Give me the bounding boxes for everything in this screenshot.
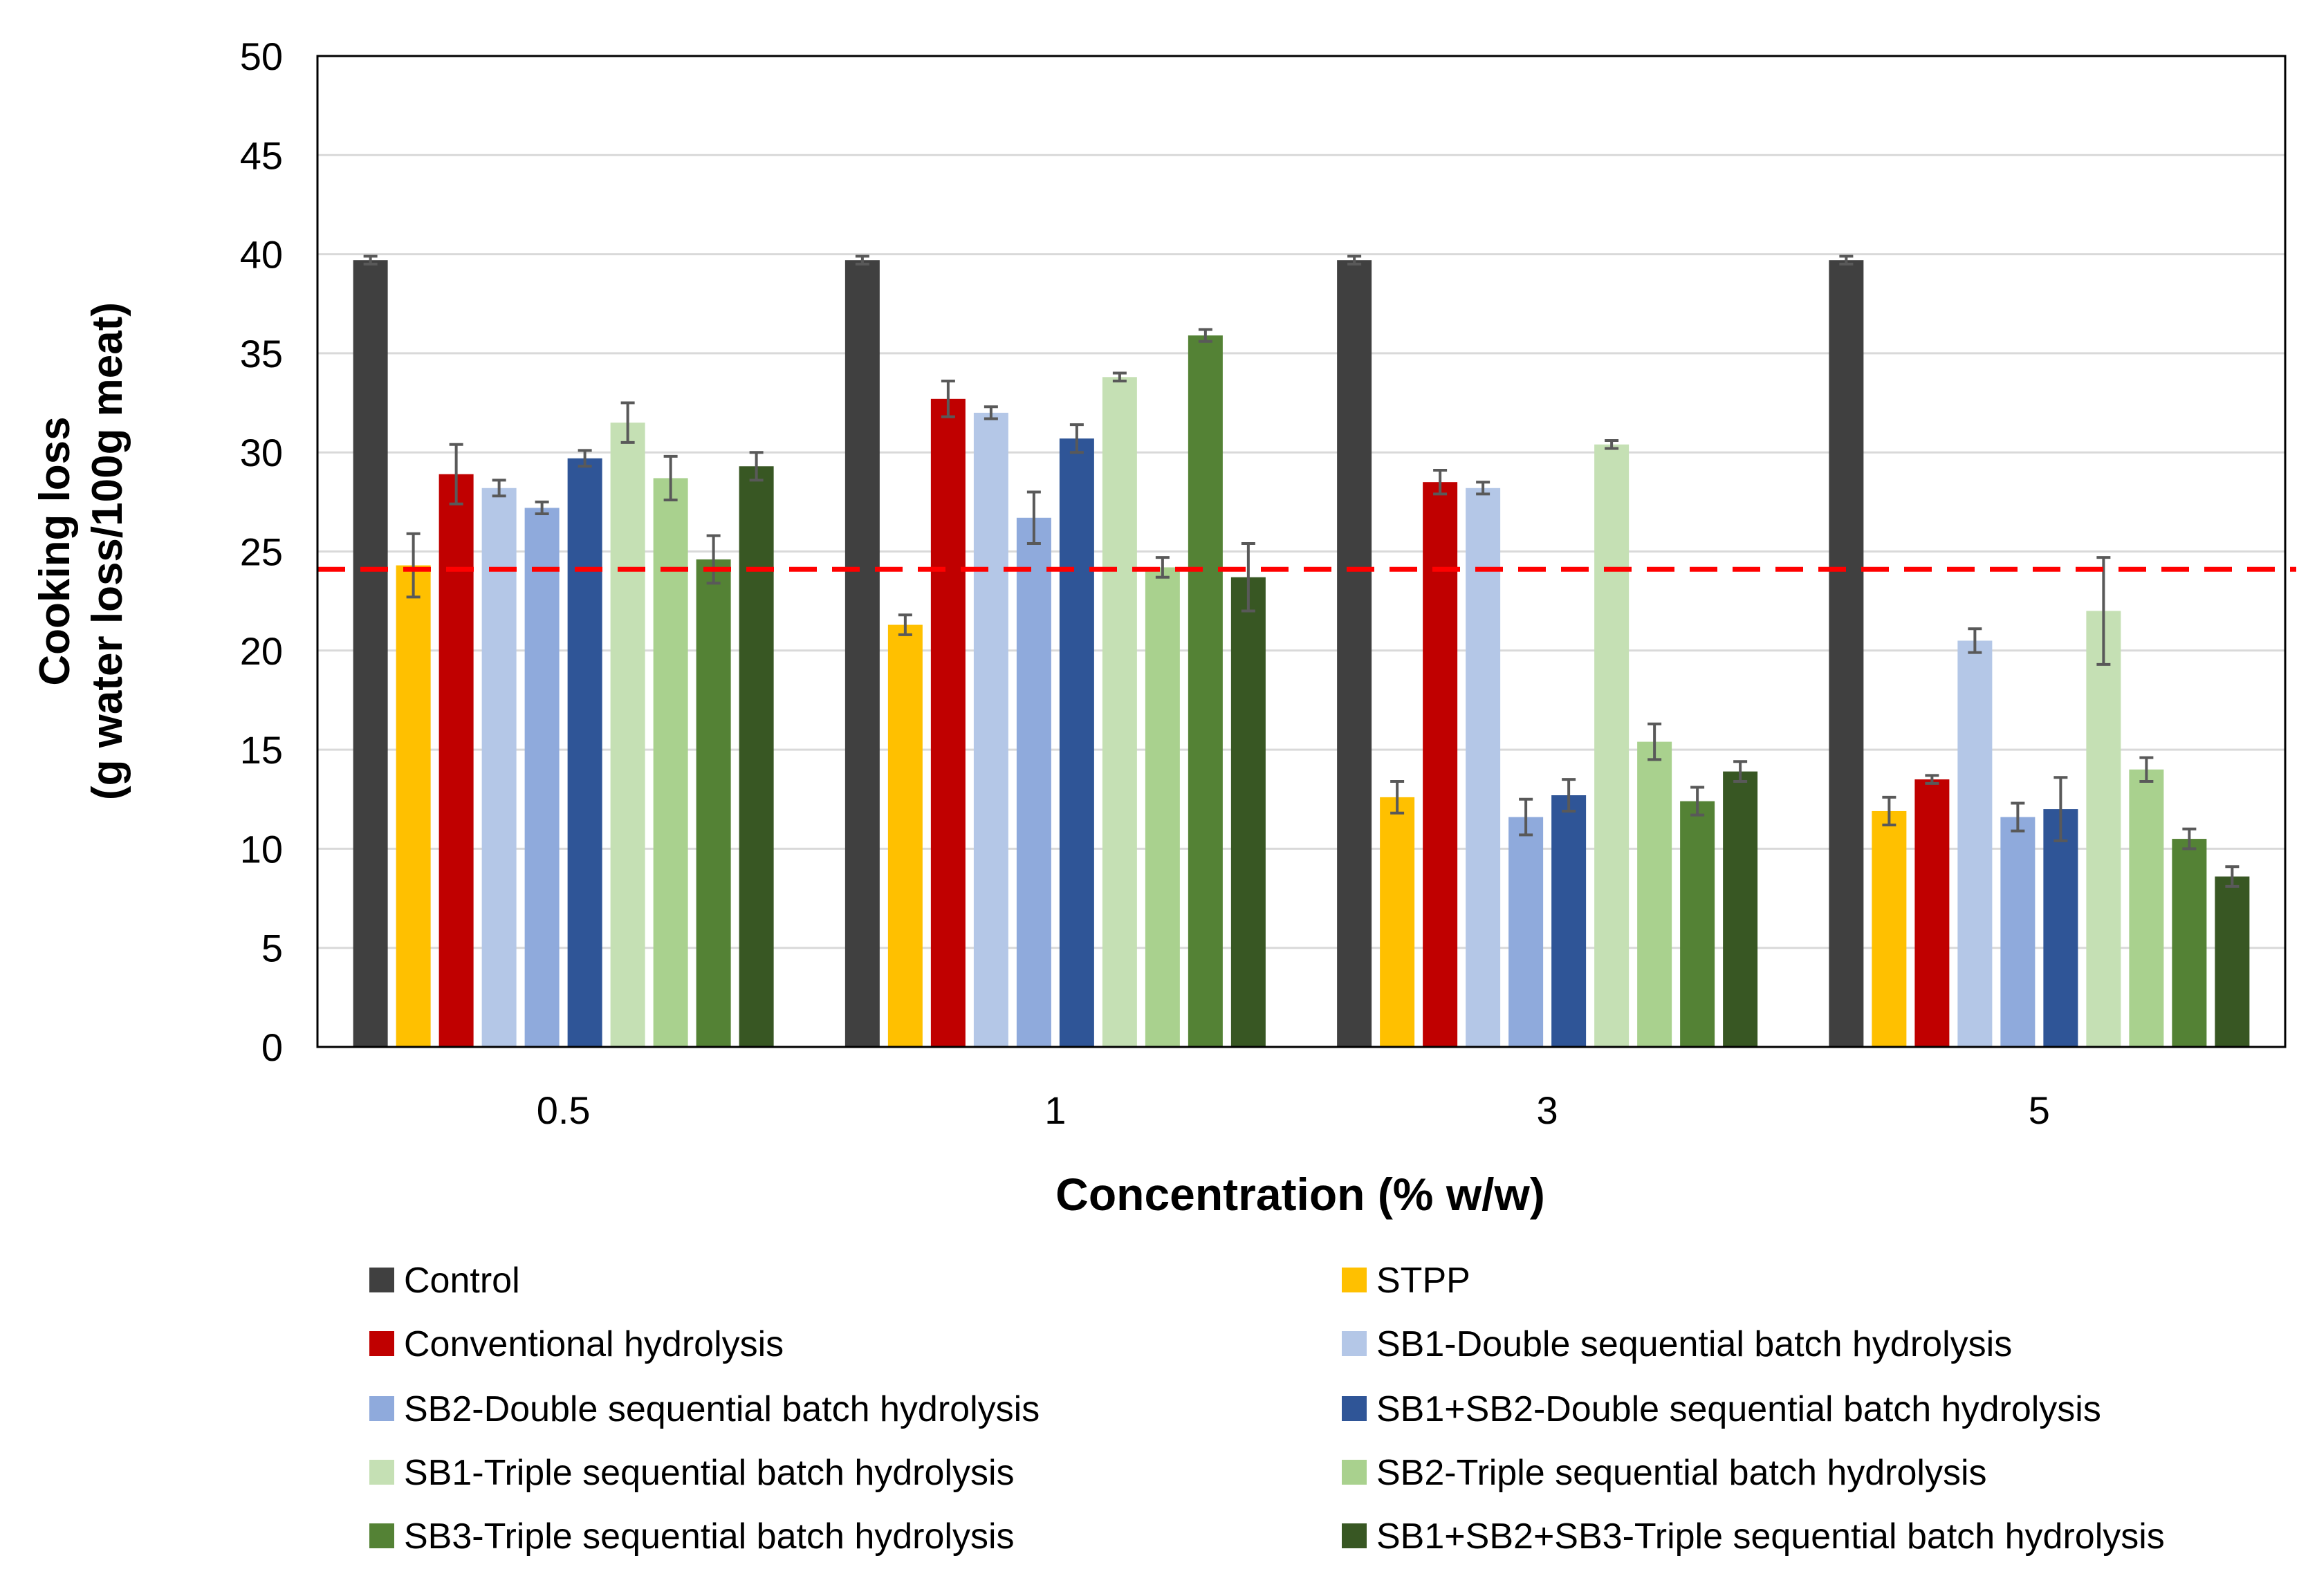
legend-label: SB1-Triple sequential batch hydrolysis	[404, 1453, 1015, 1493]
bar-stpp-1	[887, 624, 923, 1047]
legend-label: SB1+SB2-Double sequential batch hydrolys…	[1376, 1389, 2101, 1429]
legend-label: SB3-Triple sequential batch hydrolysis	[404, 1516, 1015, 1557]
legend-label: SB2-Triple sequential batch hydrolysis	[1376, 1453, 1987, 1493]
bar-stpp-5	[1872, 810, 1907, 1047]
x-tick-label: 3	[1537, 1088, 1558, 1132]
bar-sb1-double-sequential-batch-hydrolysis-0.5	[481, 488, 517, 1047]
legend-label: STPP	[1376, 1261, 1470, 1301]
bar-sb3-triple-sequential-batch-hydrolysis-1	[1188, 335, 1223, 1048]
y-tick-label: 5	[261, 927, 283, 970]
legend-label: SB2-Double sequential batch hydrolysis	[404, 1389, 1040, 1429]
bar-sb2-double-sequential-batch-hydrolysis-3	[1508, 817, 1544, 1047]
bar-sb1-double-sequential-batch-hydrolysis-5	[1957, 640, 1993, 1047]
x-tick-label: 1	[1044, 1088, 1066, 1132]
legend-label: SB1+SB2+SB3-Triple sequential batch hydr…	[1376, 1516, 2165, 1557]
bar-sb2-double-sequential-batch-hydrolysis-0.5	[524, 508, 560, 1047]
bar-sb1-sb2-sb3-triple-sequential-batch-hydrolysis-3	[1723, 771, 1758, 1047]
y-tick-label: 40	[240, 233, 283, 277]
legend-swatch	[1342, 1268, 1367, 1292]
legend-item: SB1+SB2+SB3-Triple sequential batch hydr…	[1342, 1516, 2165, 1557]
bar-control-0.5	[353, 260, 388, 1047]
bar-sb1-sb2-double-sequential-batch-hydrolysis-0.5	[567, 458, 602, 1047]
legend-item: SB2-Triple sequential batch hydrolysis	[1342, 1453, 1987, 1493]
legend-swatch	[369, 1268, 394, 1292]
axes	[316, 55, 2287, 1048]
bar-sb1-triple-sequential-batch-hydrolysis-5	[2086, 611, 2121, 1047]
bar-sb2-triple-sequential-batch-hydrolysis-0.5	[653, 478, 688, 1047]
legend-label: SB1-Double sequential batch hydrolysis	[1376, 1324, 2012, 1364]
legend-swatch	[369, 1331, 394, 1356]
legend-swatch	[369, 1460, 394, 1485]
x-tick-label: 0.5	[537, 1088, 591, 1132]
legend-item: SB3-Triple sequential batch hydrolysis	[369, 1516, 1015, 1557]
legend: Control STPP Conventional hydrolysis SB1-Do…	[369, 1261, 2165, 1557]
bar-sb1-triple-sequential-batch-hydrolysis-0.5	[610, 423, 645, 1047]
legend-item: Control	[369, 1261, 520, 1301]
y-tick-label: 0	[261, 1026, 283, 1069]
bar-sb1-triple-sequential-batch-hydrolysis-3	[1594, 444, 1630, 1047]
bar-conventional-hydrolysis-1	[930, 398, 966, 1047]
bar-conventional-hydrolysis-0.5	[439, 474, 474, 1047]
bar-sb2-triple-sequential-batch-hydrolysis-1	[1145, 567, 1180, 1047]
legend-swatch	[1342, 1396, 1367, 1421]
x-tick-label: 5	[2029, 1088, 2050, 1132]
legend-swatch	[369, 1396, 394, 1421]
bar-control-1	[844, 260, 880, 1047]
bar-sb1-sb2-sb3-triple-sequential-batch-hydrolysis-5	[2215, 876, 2250, 1047]
legend-swatch	[1342, 1460, 1367, 1485]
legend-item: SB2-Double sequential batch hydrolysis	[369, 1389, 1040, 1429]
bar-sb1-triple-sequential-batch-hydrolysis-1	[1102, 377, 1137, 1047]
bar-sb1-sb2-double-sequential-batch-hydrolysis-1	[1059, 438, 1094, 1047]
bar-sb2-double-sequential-batch-hydrolysis-1	[1016, 517, 1051, 1047]
y-tick-label: 25	[240, 530, 283, 574]
x-tick-labels: 0.5 1 3 5	[537, 1088, 2050, 1132]
bar-sb1-sb2-double-sequential-batch-hydrolysis-5	[2043, 809, 2078, 1047]
bar-sb1-double-sequential-batch-hydrolysis-1	[973, 412, 1008, 1047]
legend-item: SB1-Triple sequential batch hydrolysis	[369, 1453, 1015, 1493]
legend-item: Conventional hydrolysis	[369, 1324, 784, 1364]
bar-sb2-triple-sequential-batch-hydrolysis-5	[2129, 769, 2164, 1047]
y-axis-title-line2: (g water loss/100g meat)	[84, 302, 131, 800]
bar-control-5	[1829, 260, 1864, 1047]
bar-sb1-sb2-sb3-triple-sequential-batch-hydrolysis-1	[1230, 577, 1266, 1047]
y-tick-label: 20	[240, 629, 283, 673]
legend-swatch	[1342, 1523, 1367, 1548]
legend-label: Control	[404, 1261, 520, 1301]
y-axis-title-line1: Cooking loss	[31, 416, 79, 685]
y-tick-label: 30	[240, 431, 283, 474]
y-tick-label: 15	[240, 728, 283, 772]
legend-swatch	[1342, 1331, 1367, 1356]
y-tick-labels: 0 5 10 15 20 25 30 35 40 45 50	[240, 35, 283, 1069]
legend-label: Conventional hydrolysis	[404, 1324, 784, 1364]
bar-conventional-hydrolysis-3	[1423, 482, 1458, 1047]
y-tick-label: 10	[240, 827, 283, 871]
bar-stpp-3	[1380, 797, 1415, 1047]
plot-frame	[316, 55, 2287, 1048]
bar-sb1-double-sequential-batch-hydrolysis-3	[1466, 488, 1501, 1047]
bar-stpp-0.5	[396, 565, 431, 1047]
bar-sb3-triple-sequential-batch-hydrolysis-3	[1680, 801, 1715, 1047]
bar-conventional-hydrolysis-5	[1914, 779, 1950, 1047]
bar-sb3-triple-sequential-batch-hydrolysis-5	[2172, 839, 2207, 1047]
x-axis-title: Concentration (% w/w)	[1055, 1169, 1545, 1220]
y-tick-label: 50	[240, 35, 283, 78]
bar-sb1-sb2-sb3-triple-sequential-batch-hydrolysis-0.5	[739, 466, 774, 1047]
legend-item: STPP	[1342, 1261, 1470, 1301]
bar-sb2-triple-sequential-batch-hydrolysis-3	[1637, 741, 1672, 1047]
bar-sb1-sb2-double-sequential-batch-hydrolysis-3	[1551, 795, 1587, 1047]
bar-sb3-triple-sequential-batch-hydrolysis-0.5	[696, 559, 731, 1047]
legend-item: SB1-Double sequential batch hydrolysis	[1342, 1324, 2012, 1364]
bar-control-3	[1337, 260, 1372, 1047]
y-tick-label: 35	[240, 332, 283, 375]
legend-item: SB1+SB2-Double sequential batch hydrolys…	[1342, 1389, 2101, 1429]
bars	[353, 254, 2250, 1048]
y-tick-label: 45	[240, 133, 283, 177]
legend-swatch	[369, 1523, 394, 1548]
bar-sb2-double-sequential-batch-hydrolysis-5	[2000, 817, 2036, 1047]
